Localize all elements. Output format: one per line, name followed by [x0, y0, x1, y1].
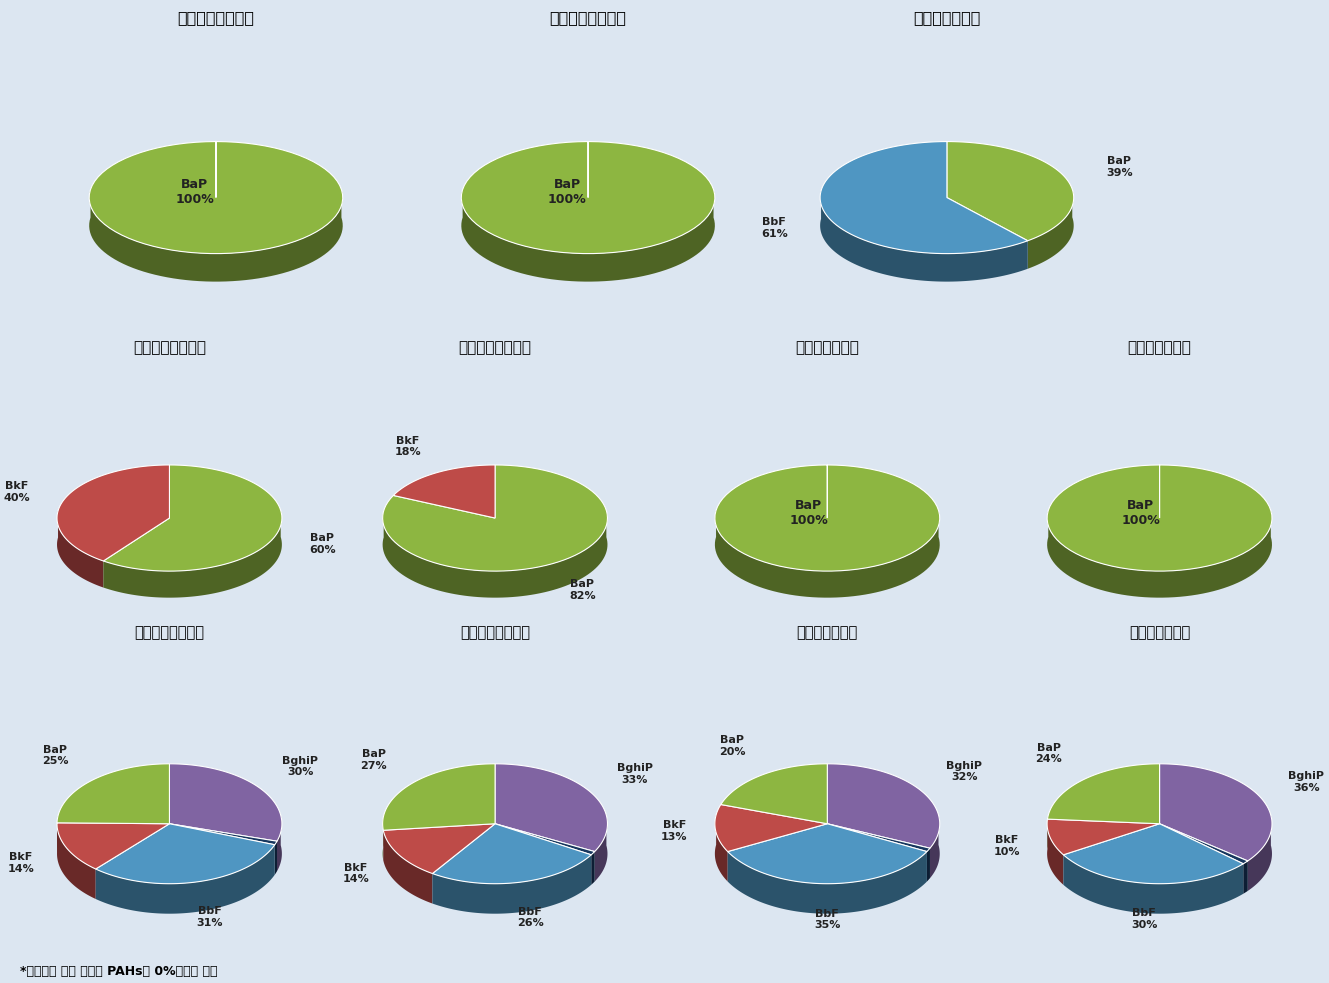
Polygon shape: [57, 823, 96, 899]
Text: BkF
14%: BkF 14%: [7, 852, 35, 874]
Text: BkF
18%: BkF 18%: [395, 435, 421, 457]
Polygon shape: [1047, 819, 1063, 885]
Title: 가스불판소등심: 가스불판소등심: [913, 11, 981, 26]
Text: BaP
100%: BaP 100%: [175, 178, 214, 206]
Polygon shape: [275, 841, 276, 875]
Text: BaP
27%: BaP 27%: [360, 749, 387, 771]
Text: BaP
82%: BaP 82%: [569, 579, 595, 601]
Polygon shape: [1159, 764, 1272, 861]
Polygon shape: [104, 465, 282, 571]
Polygon shape: [1047, 819, 1159, 855]
Title: 가스석쇠돼지목살: 가스석쇠돼지목살: [133, 340, 206, 355]
Title: 숯불석쇠소등심: 숯불석쇠소등심: [796, 625, 859, 640]
Text: BaP
100%: BaP 100%: [1122, 498, 1160, 527]
Polygon shape: [89, 142, 343, 254]
Title: 가스석쇠소안심: 가스석쇠소안심: [1127, 340, 1192, 355]
Polygon shape: [383, 510, 607, 598]
Polygon shape: [594, 816, 607, 882]
Text: BaP
25%: BaP 25%: [41, 744, 68, 766]
Polygon shape: [57, 764, 170, 824]
Polygon shape: [930, 815, 940, 878]
Title: 숯불석쇠돼지삼겹: 숯불석쇠돼지삼겹: [460, 625, 530, 640]
Text: BaP
100%: BaP 100%: [548, 178, 586, 206]
Title: 가스불판돼지목살: 가스불판돼지목살: [178, 11, 254, 26]
Text: BkF
40%: BkF 40%: [3, 481, 29, 502]
Polygon shape: [57, 465, 170, 561]
Polygon shape: [383, 824, 494, 874]
Title: 가스석쇠소등심: 가스석쇠소등심: [795, 340, 860, 355]
Polygon shape: [715, 804, 827, 851]
Title: 가스석쇠돼지삼겹: 가스석쇠돼지삼겹: [459, 340, 532, 355]
Polygon shape: [494, 824, 594, 855]
Text: BbF
35%: BbF 35%: [815, 909, 840, 931]
Polygon shape: [715, 815, 728, 882]
Polygon shape: [170, 824, 276, 844]
Text: BghiP
32%: BghiP 32%: [946, 761, 982, 782]
Polygon shape: [728, 824, 926, 884]
Text: BbF
61%: BbF 61%: [762, 217, 788, 239]
Polygon shape: [1248, 815, 1272, 891]
Polygon shape: [96, 844, 275, 913]
Polygon shape: [1027, 189, 1074, 268]
Polygon shape: [276, 815, 282, 871]
Text: BaP
60%: BaP 60%: [310, 534, 336, 555]
Polygon shape: [820, 191, 1027, 281]
Polygon shape: [96, 824, 275, 884]
Text: *표시되지 않은 나머지 PAHs는 0%이므로 제외: *표시되지 않은 나머지 PAHs는 0%이므로 제외: [20, 965, 218, 978]
Text: BaP
39%: BaP 39%: [1106, 156, 1132, 178]
Polygon shape: [89, 190, 343, 281]
Text: BkF
10%: BkF 10%: [993, 836, 1019, 857]
Text: BkF
13%: BkF 13%: [661, 821, 687, 842]
Text: BkF
14%: BkF 14%: [342, 863, 369, 885]
Polygon shape: [57, 511, 104, 588]
Text: BbF
30%: BbF 30%: [1131, 908, 1158, 930]
Polygon shape: [715, 465, 940, 571]
Text: BghiP
33%: BghiP 33%: [617, 763, 653, 784]
Polygon shape: [715, 510, 940, 598]
Polygon shape: [827, 764, 940, 848]
Polygon shape: [1063, 855, 1243, 913]
Text: BbF
26%: BbF 26%: [517, 906, 544, 928]
Polygon shape: [494, 764, 607, 851]
Polygon shape: [1063, 824, 1243, 884]
Polygon shape: [1243, 861, 1248, 894]
Polygon shape: [461, 190, 715, 281]
Polygon shape: [393, 465, 494, 518]
Polygon shape: [383, 465, 607, 571]
Text: BaP
100%: BaP 100%: [789, 498, 828, 527]
Polygon shape: [461, 142, 715, 254]
Polygon shape: [170, 764, 282, 841]
Polygon shape: [57, 823, 170, 869]
Polygon shape: [383, 831, 432, 903]
Text: BaP
24%: BaP 24%: [1035, 742, 1062, 764]
Title: 숯불석쇠돼지목살: 숯불석쇠돼지목살: [134, 625, 205, 640]
Polygon shape: [720, 764, 827, 824]
Text: BaP
20%: BaP 20%: [719, 735, 746, 757]
Polygon shape: [820, 142, 1027, 254]
Polygon shape: [104, 510, 282, 598]
Text: BghiP
36%: BghiP 36%: [1288, 771, 1324, 792]
Polygon shape: [1159, 824, 1248, 864]
Title: 가스불판돼지삼겹: 가스불판돼지삼겹: [550, 11, 626, 26]
Polygon shape: [383, 764, 494, 831]
Polygon shape: [1047, 465, 1272, 571]
Polygon shape: [827, 824, 930, 851]
Polygon shape: [946, 142, 1074, 241]
Polygon shape: [1047, 510, 1272, 598]
Polygon shape: [432, 824, 591, 884]
Polygon shape: [591, 851, 594, 885]
Text: BghiP
30%: BghiP 30%: [283, 756, 319, 778]
Polygon shape: [432, 855, 591, 913]
Title: 숯불석쇠소안심: 숯불석쇠소안심: [1128, 625, 1191, 640]
Polygon shape: [1047, 764, 1159, 824]
Polygon shape: [728, 851, 926, 913]
Text: BbF
31%: BbF 31%: [197, 906, 223, 928]
Polygon shape: [926, 848, 930, 882]
